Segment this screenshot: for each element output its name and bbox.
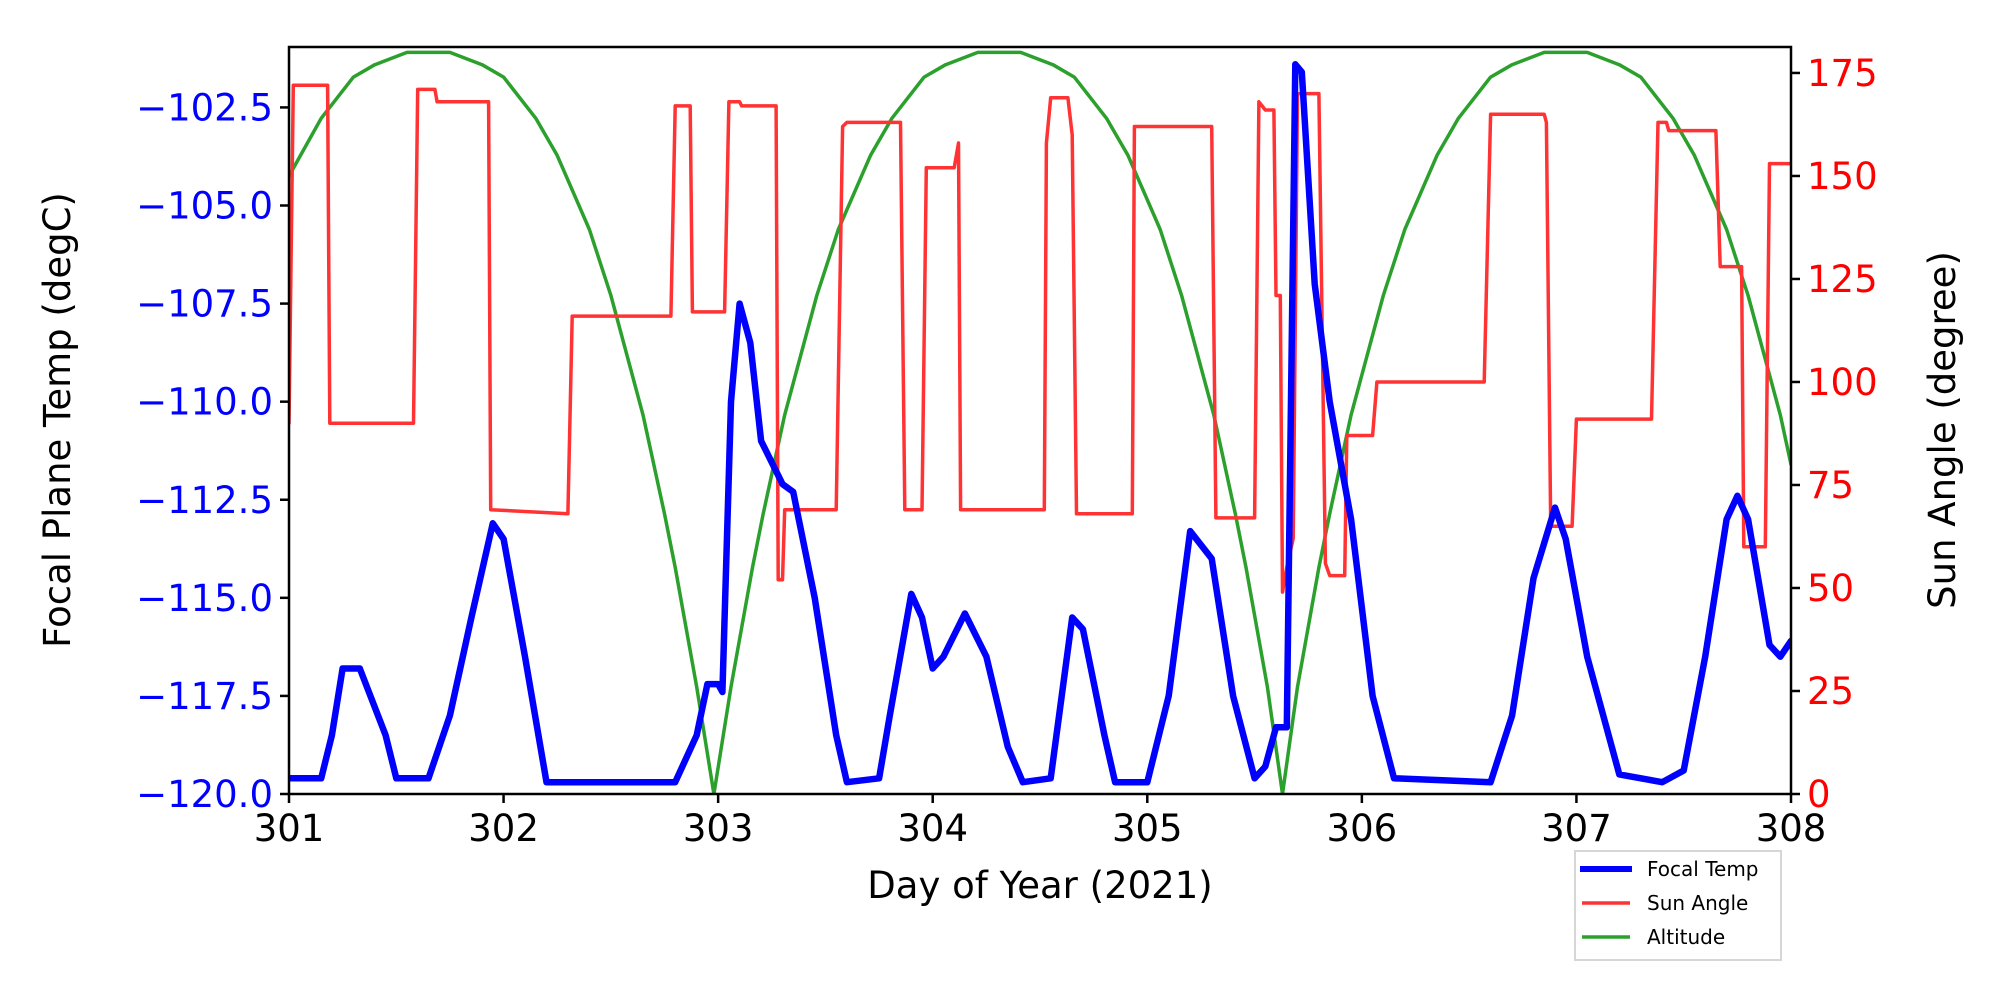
- x-tick-label: 301: [254, 807, 325, 850]
- right-tick-label: 0: [1807, 773, 1831, 816]
- focal-temp-line: [289, 61, 1791, 786]
- legend-label-sun: Sun Angle: [1647, 891, 1748, 915]
- legend-label-focal: Focal Temp: [1647, 857, 1759, 881]
- left-axis-label: Focal Plane Temp (degC): [36, 192, 79, 648]
- left-tick-label: −110.0: [136, 381, 273, 424]
- left-tick-label: −117.5: [136, 675, 273, 718]
- altitude-line: [289, 50, 1791, 794]
- right-axis-label: Sun Angle (degree): [1921, 251, 1964, 609]
- right-tick-label: 100: [1807, 361, 1878, 404]
- plot-frame: [287, 45, 1793, 796]
- ticks-layer: 301 302 303 304 305 306 307 308 −120.0 −117.5 −115…: [136, 52, 1878, 850]
- right-tick-label: 50: [1807, 567, 1854, 610]
- x-tick-label: 308: [1756, 807, 1827, 850]
- x-tick-label: 303: [683, 807, 754, 850]
- left-tick-label: −115.0: [136, 577, 273, 620]
- legend: Focal Temp Sun Angle Altitude: [1574, 850, 1782, 961]
- x-axis-label: Day of Year (2021): [867, 864, 1212, 907]
- x-tick-label: 306: [1327, 807, 1398, 850]
- x-tick-label: 307: [1541, 807, 1612, 850]
- x-tick-label: 302: [468, 807, 539, 850]
- right-tick-label: 175: [1807, 52, 1878, 95]
- left-tick-label: −120.0: [136, 773, 273, 816]
- right-tick-label: 25: [1807, 670, 1854, 713]
- x-tick-label: 305: [1112, 807, 1183, 850]
- left-tick-label: −102.5: [136, 86, 273, 129]
- right-tick-label: 75: [1807, 464, 1854, 507]
- legend-label-altitude: Altitude: [1647, 925, 1725, 949]
- left-tick-label: −105.0: [136, 185, 273, 228]
- left-tick-label: −112.5: [136, 479, 273, 522]
- left-tick-label: −107.5: [136, 283, 273, 326]
- right-tick-label: 125: [1807, 258, 1878, 301]
- right-tick-label: 150: [1807, 155, 1878, 198]
- series-layer: [289, 50, 1791, 794]
- x-tick-label: 304: [897, 807, 968, 850]
